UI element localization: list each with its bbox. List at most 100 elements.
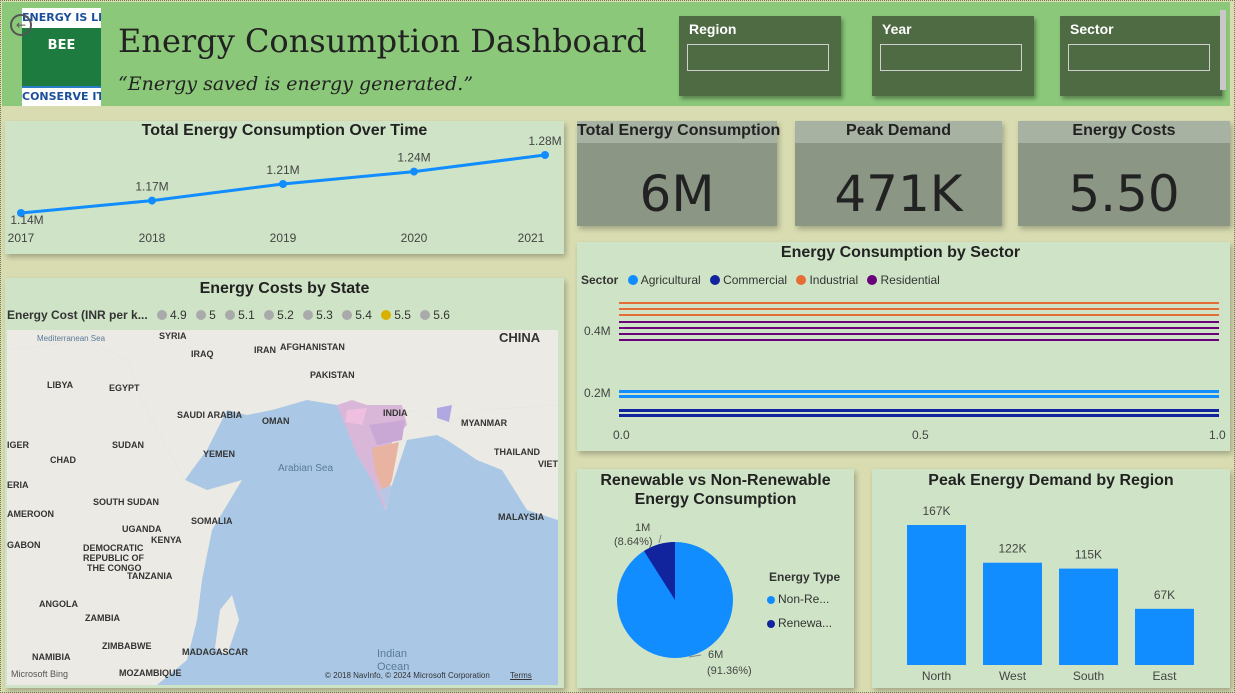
legend-dot-icon <box>381 310 392 320</box>
legend-dot-icon <box>767 620 775 628</box>
map-legend: Energy Cost (INR per k... 4.9 5 5.1 5.2 … <box>7 308 450 322</box>
legend-dot-icon <box>303 310 314 320</box>
pie-label-small-pct: (8.64%) <box>614 536 653 548</box>
pie-label-large-value: 6M <box>708 649 724 661</box>
map-label: THE CONGO <box>87 563 142 573</box>
logo-bee-text: BEE <box>47 38 76 53</box>
region-bar[interactable] <box>907 525 966 665</box>
sector-slicer-input[interactable] <box>1068 44 1210 71</box>
map-land-north <box>7 330 558 480</box>
kpi-peak-demand[interactable]: Peak Demand 471K <box>795 121 1002 226</box>
map-label: IRAQ <box>191 349 214 359</box>
bar-category-label: South <box>1073 669 1104 683</box>
map-india-state <box>379 485 392 510</box>
map-label: REPUBLIC OF <box>83 553 145 563</box>
map-label: ZAMBIA <box>85 613 120 623</box>
agricultural-lines <box>619 390 1219 398</box>
map-terms-link[interactable]: Terms <box>510 671 532 680</box>
sea-label: Arabian Sea <box>278 463 334 474</box>
map-india-state <box>437 405 452 422</box>
map-label: LIBYA <box>47 380 74 390</box>
line-data-label: 1.21M <box>266 163 299 177</box>
legend-item-residential[interactable]: Residential <box>880 273 940 287</box>
page-subtitle: “Energy saved is energy generated.” <box>118 73 474 95</box>
region-bar[interactable] <box>1059 568 1118 665</box>
legend-item-agricultural[interactable]: Agricultural <box>640 273 701 287</box>
logo-top-text: ENERGY IS LIFE <box>22 8 101 28</box>
map-label: VIET <box>538 459 558 469</box>
logo-bottom-text: CONSERVE IT <box>22 88 101 106</box>
line-point[interactable] <box>279 180 287 188</box>
map-label: SYRIA <box>159 331 187 341</box>
region-bar[interactable] <box>1135 608 1194 665</box>
region-bar[interactable] <box>983 562 1042 665</box>
legend-item-commercial[interactable]: Commercial <box>723 273 788 287</box>
sector-line <box>619 327 1219 329</box>
pie-label-large-pct: (91.36%) <box>707 665 752 677</box>
residential-lines <box>619 321 1219 341</box>
line-point[interactable] <box>541 151 549 159</box>
bar-value-label: 67K <box>1154 588 1175 602</box>
pie-slice-renewable[interactable] <box>644 542 675 600</box>
map-label: IGER <box>7 440 30 450</box>
line-point[interactable] <box>17 209 25 217</box>
pie-label-small-value: 1M <box>635 522 651 534</box>
map-label: MADAGASCAR <box>182 647 248 657</box>
kpi-total-consumption[interactable]: Total Energy Consumption 6M <box>577 121 780 226</box>
map-label: DEMOCRATIC <box>83 543 144 553</box>
sector-line <box>619 308 1219 310</box>
line-data-label: 1.14M <box>10 213 43 227</box>
bing-logo: Microsoft Bing <box>11 669 69 679</box>
map-label: CHINA <box>499 330 541 345</box>
pie-chart-card[interactable]: Renewable vs Non-Renewable Energy Consum… <box>577 469 854 688</box>
legend-dot-icon <box>767 596 775 604</box>
sector-chart-title: Energy Consumption by Sector <box>780 244 1021 261</box>
legend-item-industrial[interactable]: Industrial <box>809 273 859 287</box>
kpi-title: Total Energy Consumption <box>577 121 780 143</box>
map-label: ZIMBABWE <box>102 641 152 651</box>
line-point[interactable] <box>410 167 418 176</box>
header-banner: ENERGY IS LIFE BEE CONSERVE IT ← Energy … <box>2 2 1230 106</box>
kpi-energy-costs[interactable]: Energy Costs 5.50 <box>1018 121 1230 226</box>
legend-dot-icon <box>710 275 721 285</box>
x-tick-label: 2018 <box>139 231 166 245</box>
kpi-title: Energy Costs <box>1018 121 1230 143</box>
line-point[interactable] <box>148 196 156 205</box>
sector-slicer-label: Sector <box>1070 21 1114 37</box>
region-slicer: Region <box>679 16 841 96</box>
bar-chart-card[interactable]: Peak Energy Demand by Region 167K North 12… <box>872 469 1230 688</box>
y-tick: 0.2M <box>584 386 611 400</box>
map-label: IRAN <box>254 345 276 355</box>
pie-leader-line <box>688 654 702 658</box>
x-tick: 0.5 <box>912 428 929 442</box>
pie-legend-item-renewable[interactable]: Renewa... <box>767 616 832 630</box>
bar-category-label: North <box>922 669 951 683</box>
commercial-lines <box>619 409 1219 417</box>
map-land-madagascar <box>215 595 239 655</box>
sector-slicer: Sector <box>1060 16 1222 96</box>
map-label: AFGHANISTAN <box>280 342 345 352</box>
pie-legend-item-nonrenewable[interactable]: Non-Re... <box>767 592 829 606</box>
map-label: ANGOLA <box>39 599 78 609</box>
x-tick-label: 2021 <box>518 231 545 245</box>
map-label: EGYPT <box>109 383 140 393</box>
back-arrow-icon[interactable]: ← <box>10 14 32 36</box>
map-land-svg <box>7 330 558 685</box>
bar-category-label: East <box>1152 669 1177 683</box>
map-india-state <box>369 420 405 445</box>
sector-line <box>619 390 1219 393</box>
map-label: SAUDI ARABIA <box>177 410 243 420</box>
sector-legend-title: Sector <box>581 273 619 287</box>
map-label: THAILAND <box>494 447 540 457</box>
map-land-africa <box>7 340 242 685</box>
year-slicer-input[interactable] <box>880 44 1022 71</box>
map-label: SOMALIA <box>191 516 233 526</box>
region-slicer-input[interactable] <box>687 44 829 71</box>
line-chart-card[interactable]: Total Energy Consumption Over Time 1.14M… <box>5 121 564 254</box>
sector-line <box>619 302 1219 304</box>
sector-chart-card[interactable]: Energy Consumption by Sector Sector Agri… <box>577 242 1230 451</box>
sea-label: Mediterranean Sea <box>37 334 106 343</box>
bing-map[interactable]: SYRIA IRAQ IRAN AFGHANISTAN PAKISTAN CHI… <box>7 330 558 685</box>
sea-label: Ocean <box>377 661 410 673</box>
header-scrollbar[interactable] <box>1220 10 1226 90</box>
